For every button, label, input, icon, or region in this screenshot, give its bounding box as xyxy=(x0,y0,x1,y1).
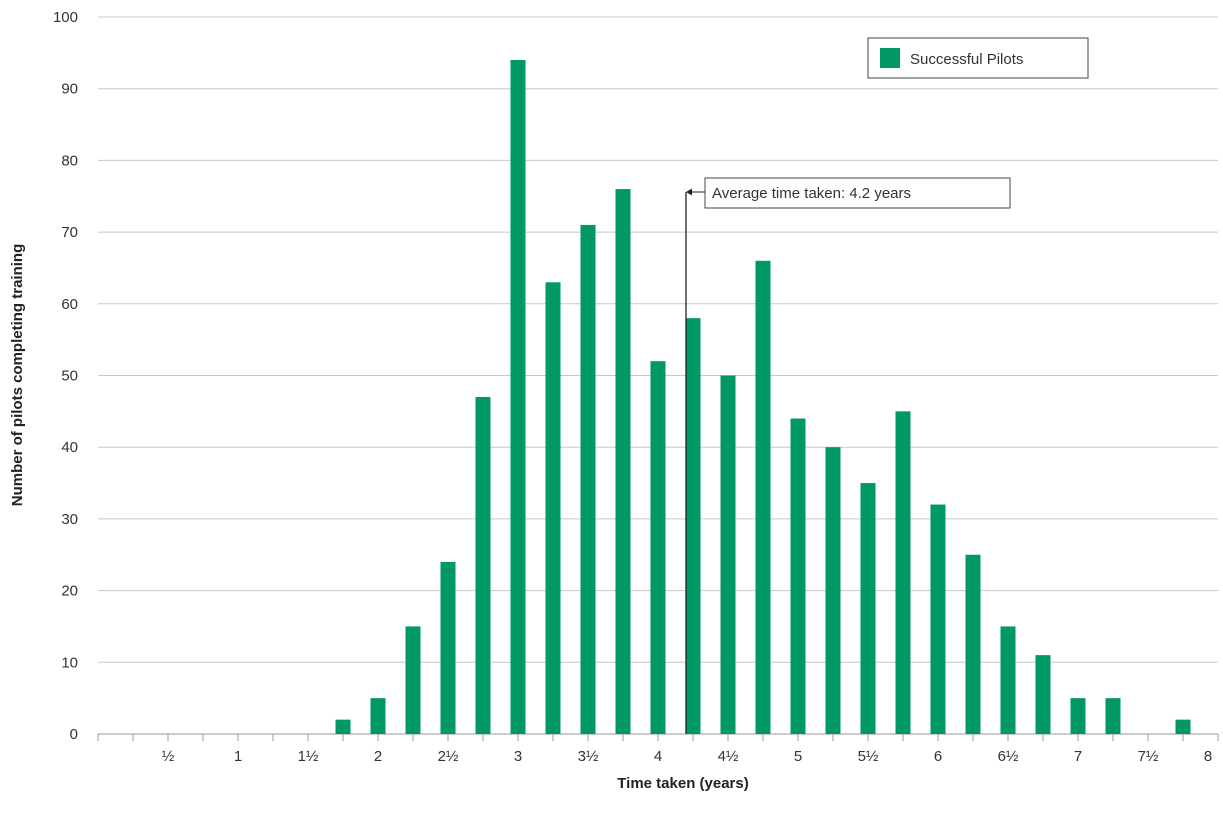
y-tick-label: 50 xyxy=(61,368,78,385)
x-axis-title: Time taken (years) xyxy=(617,775,748,792)
legend: Successful Pilots xyxy=(867,37,1089,79)
bar xyxy=(1105,698,1121,734)
bar xyxy=(825,447,841,734)
bars xyxy=(335,60,1191,734)
bar xyxy=(475,397,491,734)
legend-swatch xyxy=(880,48,900,68)
bar xyxy=(370,698,386,734)
y-axis-title: Number of pilots completing training xyxy=(9,244,26,507)
y-tick-label: 90 xyxy=(61,81,78,98)
x-tick-label: 2½ xyxy=(438,748,459,765)
bar xyxy=(615,189,631,734)
bar xyxy=(1070,698,1086,734)
x-tick-label: 1 xyxy=(234,748,242,765)
x-tick-label: 2 xyxy=(374,748,382,765)
x-tick-label: 8 xyxy=(1204,748,1212,765)
bar xyxy=(720,375,736,734)
bar xyxy=(1000,626,1016,734)
bar xyxy=(965,554,981,734)
y-tick-label: 0 xyxy=(70,726,78,743)
y-tick-label: 70 xyxy=(61,224,78,241)
x-tick-label: 5 xyxy=(794,748,802,765)
x-tick-label: 6 xyxy=(934,748,942,765)
average-label: Average time taken: 4.2 years xyxy=(712,185,911,202)
bar xyxy=(755,260,771,734)
y-tick-label: 10 xyxy=(61,654,78,671)
x-axis: ½ 1 1½ 2 2½ 3 3½ 4 4½ 5 5½ 6 6½ 7 7½ 8 xyxy=(97,733,1219,765)
x-tick-label: 3½ xyxy=(578,748,599,765)
x-tick-label: 1½ xyxy=(298,748,319,765)
bar xyxy=(440,561,456,734)
legend-label: Successful Pilots xyxy=(910,51,1023,68)
y-tick-label: 100 xyxy=(53,9,78,26)
bar xyxy=(335,719,351,734)
x-tick-label: 3 xyxy=(514,748,522,765)
bar xyxy=(685,318,701,734)
y-tick-label: 40 xyxy=(61,439,78,456)
x-tick-label: ½ xyxy=(162,748,175,765)
bar xyxy=(1175,719,1191,734)
average-annotation: Average time taken: 4.2 years xyxy=(685,177,1011,734)
y-tick-label: 80 xyxy=(61,152,78,169)
bar xyxy=(1035,655,1051,734)
bar xyxy=(510,60,526,734)
bar xyxy=(895,411,911,734)
bar xyxy=(580,224,596,734)
x-tick-label: 4½ xyxy=(718,748,739,765)
y-tick-label: 20 xyxy=(61,583,78,600)
y-tick-label: 60 xyxy=(61,296,78,313)
bar xyxy=(860,483,876,734)
bar xyxy=(545,282,561,734)
y-axis-ticks: 0 10 20 30 40 50 60 70 80 90 100 xyxy=(53,9,78,743)
x-tick-label: 5½ xyxy=(858,748,879,765)
bar xyxy=(790,418,806,734)
bar xyxy=(650,361,666,734)
x-tick-label: 6½ xyxy=(998,748,1019,765)
x-tick-label: 7½ xyxy=(1138,748,1159,765)
bar xyxy=(930,504,946,734)
average-arrow-head xyxy=(686,188,692,196)
x-tick-label: 7 xyxy=(1074,748,1082,765)
y-tick-label: 30 xyxy=(61,511,78,528)
legend-box xyxy=(867,37,1089,79)
x-tick-label: 4 xyxy=(654,748,662,765)
bar xyxy=(405,626,421,734)
average-label-box xyxy=(704,177,1011,209)
